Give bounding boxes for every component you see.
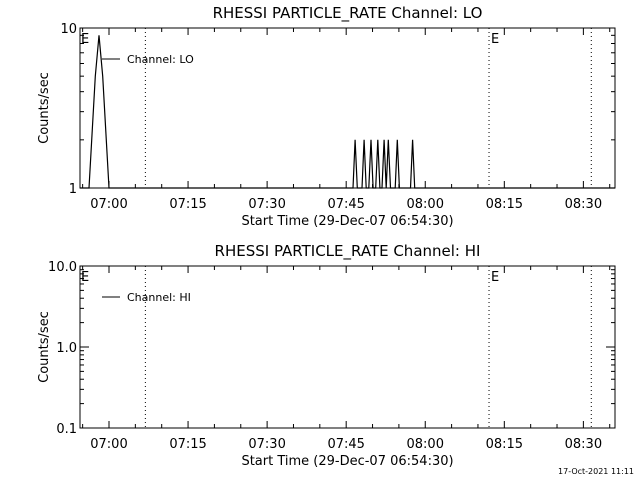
legend-label: Channel: HI (127, 291, 191, 304)
x-tick-label: 08:00 (407, 197, 444, 212)
x-tick-label: 08:30 (565, 437, 602, 452)
chart-panel-1: RHESSI PARTICLE_RATE Channel: LO Start Ti… (37, 4, 616, 229)
event-marker: E (491, 270, 499, 285)
y-tick-label: 10 (60, 22, 77, 37)
x-tick-label: 08:00 (407, 437, 444, 452)
x-axis-label: Start Time (29-Dec-07 06:54:30) (241, 454, 453, 469)
x-tick-label: 07:15 (169, 437, 206, 452)
y-axis-label: Counts/sec (37, 72, 52, 144)
x-tick-label: 07:00 (90, 437, 127, 452)
x-tick-label: 07:00 (90, 197, 127, 212)
x-tick-label: 07:30 (248, 197, 285, 212)
edge-event-marker: E (81, 32, 89, 47)
x-tick-label: 07:45 (327, 197, 364, 212)
x-tick-label: 08:15 (486, 197, 523, 212)
chart-panel-2: RHESSI PARTICLE_RATE Channel: HI Start Ti… (37, 242, 616, 469)
y-tick-label: 1 (69, 182, 77, 197)
x-axis-label: Start Time (29-Dec-07 06:54:30) (241, 214, 453, 229)
event-marker: E (491, 32, 499, 47)
chart-title: RHESSI PARTICLE_RATE Channel: LO (213, 4, 483, 23)
y-tick-label: 10.0 (48, 260, 77, 275)
series-line (80, 35, 615, 189)
y-tick-label: 0.1 (56, 422, 77, 437)
x-tick-label: 07:15 (169, 197, 206, 212)
footer-timestamp: 17-Oct-2021 11:11 (558, 467, 634, 476)
legend-label: Channel: LO (127, 53, 194, 66)
y-axis-label: Counts/sec (37, 311, 52, 383)
y-tick-label: 1.0 (56, 341, 77, 356)
x-tick-label: 07:30 (248, 437, 285, 452)
edge-event-marker: E (81, 270, 89, 285)
x-tick-label: 08:30 (565, 197, 602, 212)
plot-frame (79, 27, 616, 189)
chart-title: RHESSI PARTICLE_RATE Channel: HI (215, 242, 481, 261)
x-tick-label: 08:15 (486, 437, 523, 452)
x-tick-label: 07:45 (327, 437, 364, 452)
